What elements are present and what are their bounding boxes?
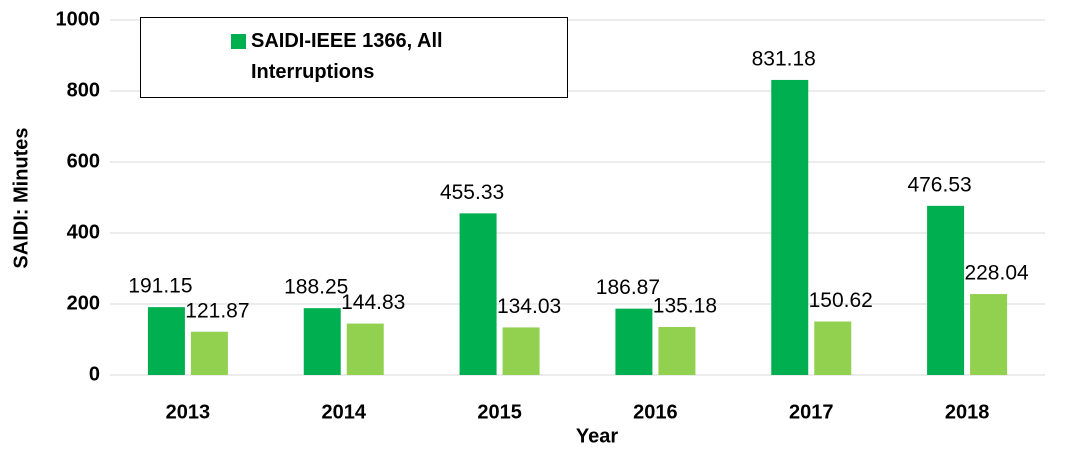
bar — [927, 205, 965, 375]
legend-swatch — [231, 34, 246, 49]
value-label: 455.33 — [440, 181, 504, 204]
bar — [814, 321, 852, 375]
value-label: 134.03 — [497, 295, 561, 318]
value-label: 150.62 — [809, 289, 873, 312]
value-label: 121.87 — [185, 299, 249, 322]
value-label: 135.18 — [653, 295, 717, 318]
x-tick-label: 2015 — [477, 401, 522, 423]
bar — [346, 323, 384, 375]
y-tick-label: 400 — [67, 221, 100, 243]
y-tick-label: 800 — [67, 79, 100, 101]
value-label: 831.18 — [752, 47, 816, 70]
bar — [615, 308, 653, 375]
bar — [970, 294, 1008, 375]
value-label: 228.04 — [964, 262, 1029, 285]
legend: SAIDI-IEEE 1366, All Interruptions — [140, 17, 568, 98]
value-label: 186.87 — [596, 276, 660, 299]
y-axis-title: SAIDI: Minutes — [10, 127, 32, 268]
bar — [771, 79, 809, 376]
y-tick-label: 200 — [67, 292, 100, 314]
x-axis-title: Year — [576, 425, 618, 447]
x-tick-label: 2018 — [945, 401, 990, 423]
value-label: 144.83 — [341, 291, 405, 314]
bar — [459, 213, 497, 375]
x-tick-label: 2017 — [789, 401, 834, 423]
bar — [502, 327, 540, 375]
bar — [190, 331, 228, 375]
y-tick-label: 1000 — [56, 8, 101, 30]
value-label: 191.15 — [128, 275, 192, 298]
legend-label: SAIDI-IEEE 1366, All Interruptions — [251, 30, 443, 83]
x-tick-label: 2016 — [633, 401, 678, 423]
x-tick-label: 2013 — [166, 401, 211, 423]
bar — [147, 307, 185, 375]
bar — [658, 327, 696, 375]
y-tick-label: 600 — [67, 150, 100, 172]
bar — [303, 308, 341, 375]
y-tick-label: 0 — [89, 363, 100, 385]
value-label: 188.25 — [284, 276, 348, 299]
value-label: 476.53 — [907, 173, 971, 196]
x-tick-label: 2014 — [322, 401, 367, 423]
